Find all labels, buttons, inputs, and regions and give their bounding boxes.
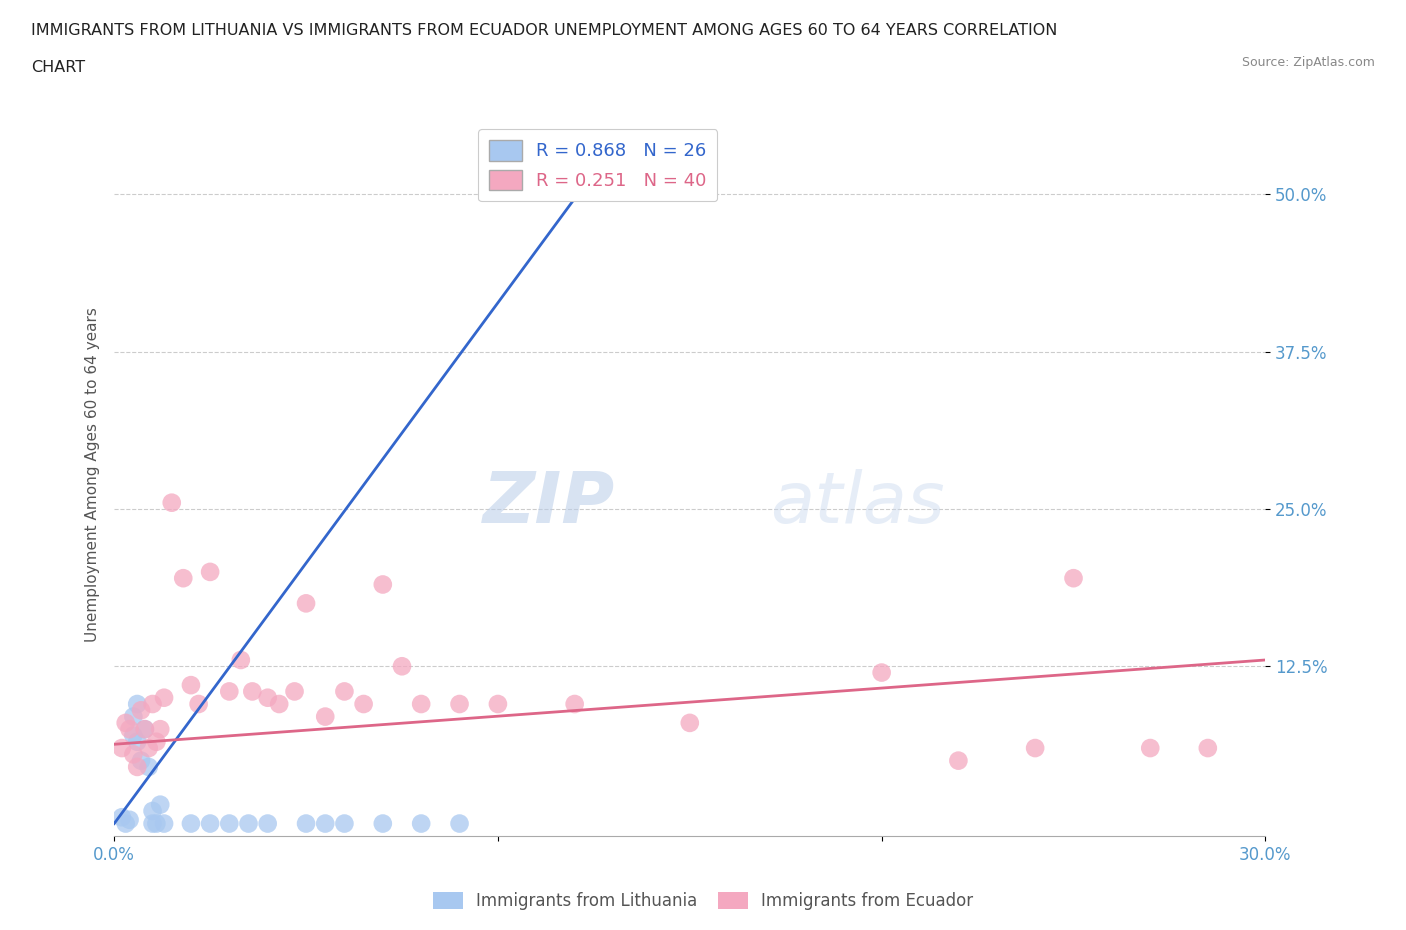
Text: CHART: CHART: [31, 60, 84, 75]
Point: [142, 697, 165, 711]
Point: [145, 817, 167, 831]
Point: [371, 577, 394, 591]
Point: [1197, 740, 1219, 755]
Point: [149, 722, 172, 737]
Legend: Immigrants from Lithuania, Immigrants from Ecuador: Immigrants from Lithuania, Immigrants fr…: [426, 885, 980, 917]
Point: [127, 735, 149, 750]
Point: [679, 715, 702, 730]
Point: [314, 710, 336, 724]
Point: [149, 797, 172, 812]
Point: [449, 817, 471, 831]
Point: [449, 697, 471, 711]
Point: [314, 817, 336, 831]
Point: [172, 571, 194, 586]
Point: [153, 690, 176, 705]
Point: [240, 684, 263, 698]
Point: [1063, 571, 1085, 586]
Point: [180, 678, 202, 693]
Point: [118, 722, 141, 737]
Point: [122, 747, 145, 762]
Point: [114, 817, 136, 831]
Point: [486, 697, 509, 711]
Point: [114, 715, 136, 730]
Point: [134, 722, 156, 737]
Point: [256, 817, 278, 831]
Point: [111, 740, 134, 755]
Point: [283, 684, 305, 698]
Point: [295, 817, 318, 831]
Point: [180, 817, 202, 831]
Point: [411, 697, 433, 711]
Point: [564, 697, 586, 711]
Point: [160, 496, 183, 511]
Point: [870, 665, 893, 680]
Text: atlas: atlas: [770, 469, 945, 538]
Point: [238, 817, 260, 831]
Point: [134, 722, 156, 737]
Text: IMMIGRANTS FROM LITHUANIA VS IMMIGRANTS FROM ECUADOR UNEMPLOYMENT AMONG AGES 60 : IMMIGRANTS FROM LITHUANIA VS IMMIGRANTS …: [31, 23, 1057, 38]
Y-axis label: Unemployment Among Ages 60 to 64 years: Unemployment Among Ages 60 to 64 years: [86, 307, 100, 642]
Point: [256, 690, 278, 705]
Point: [122, 710, 145, 724]
Point: [391, 658, 413, 673]
Point: [129, 703, 152, 718]
Point: [948, 753, 970, 768]
Point: [145, 735, 167, 750]
Point: [269, 697, 291, 711]
Point: [118, 812, 141, 827]
Text: Source: ZipAtlas.com: Source: ZipAtlas.com: [1241, 56, 1375, 69]
Point: [111, 810, 134, 825]
Point: [187, 697, 209, 711]
Point: [411, 817, 433, 831]
Point: [295, 596, 318, 611]
Point: [353, 697, 375, 711]
Point: [122, 728, 145, 743]
Point: [371, 817, 394, 831]
Point: [142, 817, 165, 831]
Point: [142, 804, 165, 818]
Point: [1024, 740, 1046, 755]
Point: [198, 817, 221, 831]
Point: [218, 684, 240, 698]
Point: [153, 817, 176, 831]
Point: [127, 697, 149, 711]
Legend: R = 0.868   N = 26, R = 0.251   N = 40: R = 0.868 N = 26, R = 0.251 N = 40: [478, 129, 717, 201]
Point: [229, 653, 252, 668]
Point: [127, 760, 149, 775]
Point: [333, 684, 356, 698]
Point: [1139, 740, 1161, 755]
Point: [129, 753, 152, 768]
Point: [138, 740, 160, 755]
Point: [138, 760, 160, 775]
Point: [198, 565, 221, 579]
Point: [333, 817, 356, 831]
Text: ZIP: ZIP: [482, 469, 614, 538]
Point: [218, 817, 240, 831]
